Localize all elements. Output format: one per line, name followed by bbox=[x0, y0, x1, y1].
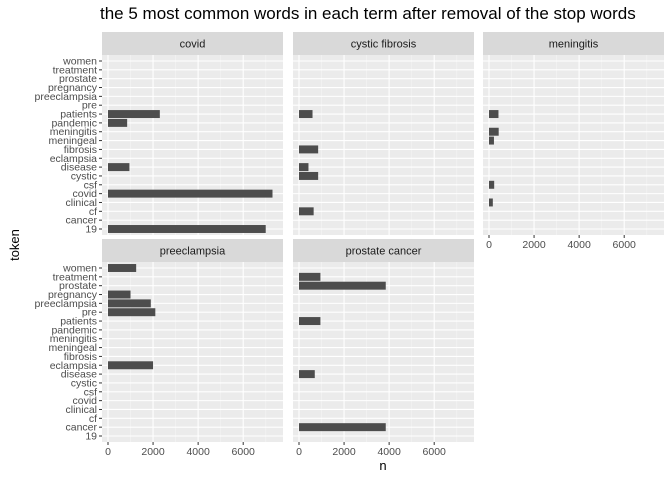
y-tick-label: csf bbox=[84, 179, 98, 191]
bar-covid-pandemic bbox=[108, 118, 128, 127]
y-tick-label: pandemic bbox=[51, 324, 97, 336]
x-tick-label: 0 bbox=[486, 239, 492, 251]
panel-background-cystic-fibrosis bbox=[293, 55, 474, 235]
y-tick-label: eclampsia bbox=[50, 153, 97, 165]
y-tick-label: cf bbox=[89, 206, 97, 218]
y-tick-label: cystic bbox=[71, 170, 97, 182]
bar-meningitis-patients bbox=[489, 110, 499, 119]
x-tick-label: 2000 bbox=[141, 446, 165, 458]
y-tick-label: eclampsia bbox=[50, 360, 97, 372]
bar-cystic-fibrosis-cf bbox=[299, 207, 314, 216]
bar-prostate-cancer-cancer bbox=[299, 423, 386, 432]
y-tick-label: fibrosis bbox=[64, 351, 97, 363]
y-tick-label: meningitis bbox=[50, 126, 97, 138]
y-tick-label: prostate bbox=[59, 280, 97, 292]
facet-label-preeclampsia: preeclampsia bbox=[160, 246, 226, 258]
panel-background-preeclampsia bbox=[102, 262, 283, 442]
x-tick-label: 0 bbox=[296, 446, 302, 458]
bar-meningitis-csf bbox=[489, 180, 495, 189]
strip-background-cystic-fibrosis bbox=[293, 32, 474, 55]
y-tick-label: covid bbox=[72, 395, 97, 407]
x-axis-title: n bbox=[379, 458, 386, 473]
bar-prostate-cancer-treatment bbox=[299, 272, 321, 281]
y-tick-label: clinical bbox=[65, 404, 97, 416]
y-tick-label: pre bbox=[82, 307, 97, 319]
y-tick-label: patients bbox=[60, 109, 97, 121]
y-tick-label: csf bbox=[84, 386, 98, 398]
bar-cystic-fibrosis-cystic bbox=[299, 171, 319, 180]
y-tick-label: clinical bbox=[65, 197, 97, 209]
facet-label-covid: covid bbox=[180, 39, 206, 51]
strip-background-preeclampsia bbox=[102, 239, 283, 262]
x-tick-label: 4000 bbox=[186, 446, 210, 458]
facet-label-cystic-fibrosis: cystic fibrosis bbox=[351, 39, 417, 51]
y-tick-label: cf bbox=[89, 413, 97, 425]
panel-background-meningitis bbox=[483, 55, 664, 235]
y-tick-label: meningeal bbox=[49, 135, 97, 147]
y-tick-label: preeclampsia bbox=[35, 298, 98, 310]
x-tick-label: 0 bbox=[105, 446, 111, 458]
y-tick-label: disease bbox=[61, 369, 97, 381]
y-tick-label: covid bbox=[72, 188, 97, 200]
y-tick-label: fibrosis bbox=[64, 144, 97, 156]
panel-background-covid bbox=[102, 55, 283, 235]
panel-background-prostate-cancer bbox=[293, 262, 474, 442]
bar-meningitis-clinical bbox=[489, 198, 493, 207]
y-tick-label: pregnancy bbox=[48, 82, 98, 94]
y-tick-label: women bbox=[62, 56, 97, 68]
y-tick-label: cystic bbox=[71, 377, 97, 389]
bar-prostate-cancer-prostate bbox=[299, 281, 386, 290]
x-tick-label: 2000 bbox=[332, 446, 356, 458]
x-tick-label: 6000 bbox=[232, 446, 256, 458]
bar-meningitis-meningeal bbox=[489, 136, 494, 145]
y-tick-label: 19 bbox=[85, 224, 97, 236]
chart-title: the 5 most common words in each term aft… bbox=[100, 4, 636, 23]
y-tick-label: meningeal bbox=[49, 342, 97, 354]
bar-preeclampsia-eclampsia bbox=[108, 361, 154, 370]
y-tick-label: cancer bbox=[65, 215, 97, 227]
y-tick-label: meningitis bbox=[50, 333, 97, 345]
facet-label-prostate-cancer: prostate cancer bbox=[346, 246, 422, 258]
bar-meningitis-meningitis bbox=[489, 127, 499, 136]
x-tick-label: 6000 bbox=[423, 446, 447, 458]
y-tick-label: pre bbox=[82, 100, 97, 112]
y-tick-label: prostate bbox=[59, 73, 97, 85]
y-tick-label: women bbox=[62, 263, 97, 275]
bar-preeclampsia-women bbox=[108, 264, 137, 272]
bar-prostate-cancer-disease bbox=[299, 370, 315, 379]
y-tick-label: 19 bbox=[85, 431, 97, 443]
x-tick-label: 4000 bbox=[567, 239, 591, 251]
bar-cystic-fibrosis-disease bbox=[299, 163, 309, 172]
bar-covid-covid bbox=[108, 189, 273, 198]
y-tick-label: cancer bbox=[65, 422, 97, 434]
bar-prostate-cancer-patients bbox=[299, 317, 321, 326]
strip-background-prostate-cancer bbox=[293, 239, 474, 262]
x-tick-label: 2000 bbox=[522, 239, 546, 251]
bar-covid-disease bbox=[108, 163, 130, 172]
bar-covid-patients bbox=[108, 110, 160, 119]
bar-preeclampsia-pregnancy bbox=[108, 290, 131, 299]
y-tick-label: preeclampsia bbox=[35, 91, 98, 103]
bar-preeclampsia-pre bbox=[108, 308, 156, 317]
x-tick-label: 6000 bbox=[613, 239, 637, 251]
facet-label-meningitis: meningitis bbox=[549, 39, 599, 51]
y-tick-label: treatment bbox=[53, 64, 97, 76]
strip-background-meningitis bbox=[483, 32, 664, 55]
bar-cystic-fibrosis-patients bbox=[299, 110, 313, 119]
y-axis-title: token bbox=[7, 229, 22, 261]
y-tick-label: patients bbox=[60, 316, 97, 328]
y-tick-label: pandemic bbox=[51, 117, 97, 129]
bar-cystic-fibrosis-fibrosis bbox=[299, 145, 319, 154]
y-tick-label: treatment bbox=[53, 271, 97, 283]
y-tick-label: disease bbox=[61, 162, 97, 174]
y-tick-label: pregnancy bbox=[48, 289, 98, 301]
bar-covid-19 bbox=[108, 225, 266, 233]
bar-preeclampsia-preeclampsia bbox=[108, 299, 151, 308]
x-tick-label: 4000 bbox=[377, 446, 401, 458]
strip-background-covid bbox=[102, 32, 283, 55]
